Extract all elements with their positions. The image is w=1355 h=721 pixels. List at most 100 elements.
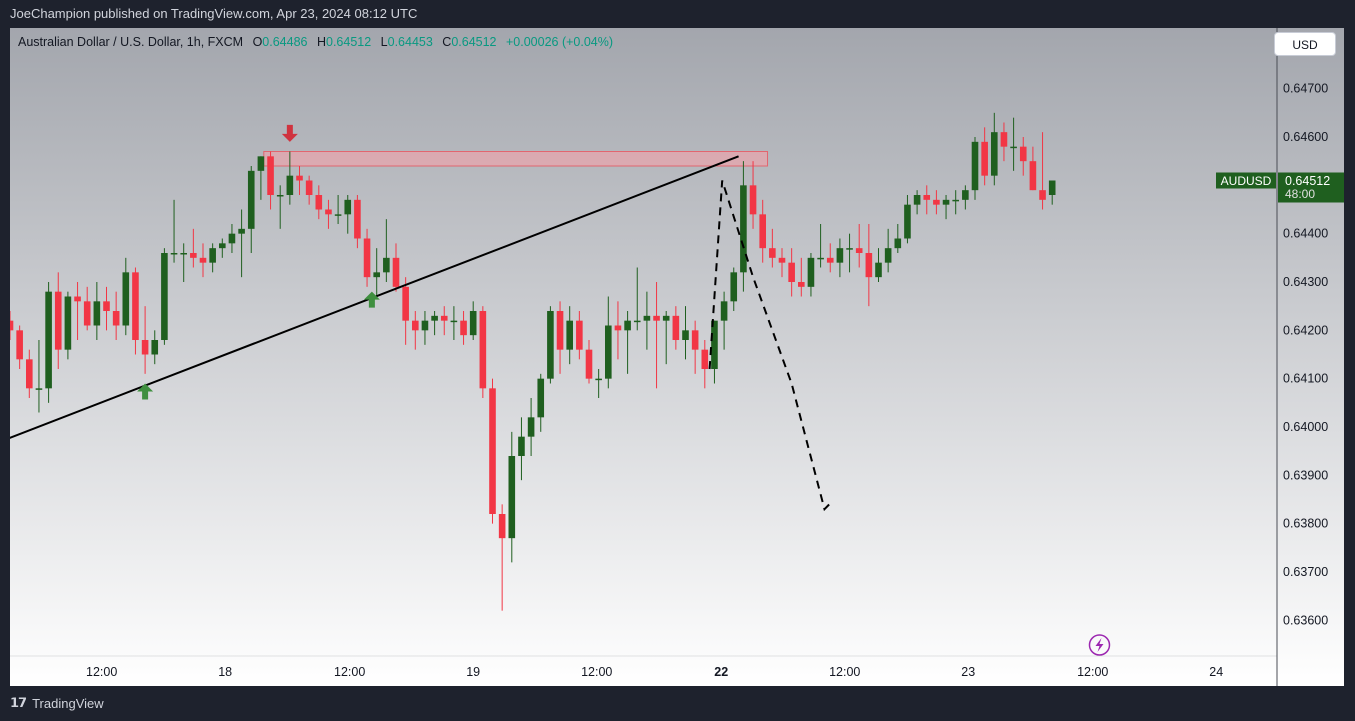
candle-body <box>219 243 226 249</box>
candle-body <box>865 253 873 278</box>
candle-body <box>952 199 959 202</box>
candle-body <box>199 257 207 263</box>
legend-open-label: O <box>252 35 263 49</box>
candle-body <box>489 388 496 514</box>
candle-body <box>769 248 776 258</box>
projection-path <box>708 180 831 512</box>
candle-body <box>711 320 718 369</box>
candle-body <box>122 272 130 326</box>
candle-body <box>64 296 72 350</box>
candle-body <box>238 228 245 234</box>
lightning-badge-icon <box>1088 634 1111 656</box>
x-tick-label: 18 <box>218 665 232 679</box>
candle-body <box>720 301 728 321</box>
candle-body <box>315 195 323 210</box>
candle-body <box>334 214 342 216</box>
candle-body <box>267 156 274 195</box>
candle-body <box>788 262 795 282</box>
candle-body <box>1029 161 1037 191</box>
candle-body <box>566 320 573 350</box>
candle-body <box>190 253 197 258</box>
candle-body <box>1000 132 1008 147</box>
x-tick-label: 24 <box>1209 665 1223 679</box>
candle-body <box>247 170 255 229</box>
candle-body <box>633 320 641 323</box>
y-tick-label: 0.64300 <box>1283 275 1328 289</box>
candle-body <box>962 190 969 200</box>
candle-body <box>547 311 554 379</box>
legend-symbol[interactable]: Australian Dollar / U.S. Dollar, 1h, FXC… <box>18 35 244 49</box>
candle-body <box>479 311 487 389</box>
x-tick-label: 12:00 <box>334 665 365 679</box>
legend-open-value: 0.64486 <box>262 35 308 49</box>
symbol-tag <box>1216 172 1276 189</box>
candle-body <box>807 257 815 287</box>
up-arrow-icon <box>363 291 380 308</box>
x-tick-label: 12:00 <box>86 665 117 679</box>
legend-high-value: 0.64512 <box>326 35 372 49</box>
candle-body <box>595 378 602 381</box>
candle-body <box>991 132 998 176</box>
candle-body <box>74 296 81 302</box>
down-arrow-icon <box>281 124 298 142</box>
y-tick-label: 0.64400 <box>1283 227 1328 241</box>
legend-close-label: C <box>442 35 452 49</box>
candle-body <box>344 199 352 215</box>
x-tick-label: 12:00 <box>581 665 612 679</box>
candle-body <box>440 315 448 321</box>
candle-body <box>392 257 400 287</box>
candle-body <box>527 417 535 437</box>
footer-brand[interactable]: 𝟭𝟳 TradingView <box>10 695 104 711</box>
candle-body <box>749 185 757 215</box>
candle-body <box>180 253 187 255</box>
lightning-bolt-icon <box>1095 638 1104 652</box>
candle-body <box>904 204 911 239</box>
candle-body <box>276 195 284 197</box>
y-tick-label: 0.64600 <box>1283 130 1328 144</box>
candle-body <box>923 195 931 200</box>
publish-info: JoeChampion published on TradingView.com… <box>10 6 418 21</box>
candle-body <box>421 320 429 331</box>
candle-body <box>836 248 844 263</box>
candle-body <box>662 315 670 321</box>
candle-body <box>412 320 419 331</box>
legend-change: +0.00026 (+0.04%) <box>506 35 614 49</box>
candle-body <box>981 141 988 176</box>
candle-body <box>672 315 680 340</box>
candle-body <box>624 320 631 331</box>
candle-body <box>450 320 458 323</box>
candle-body <box>286 175 294 195</box>
candle-body <box>614 325 622 331</box>
candle-body <box>54 291 62 350</box>
y-tick-label: 0.64700 <box>1283 82 1328 96</box>
currency-button[interactable]: USD <box>1274 32 1336 56</box>
candle-body <box>518 436 525 456</box>
y-tick-label: 0.63600 <box>1283 613 1328 627</box>
candle-body <box>875 262 882 278</box>
chart-canvas[interactable]: 0.64700 0.64600 0.64400 0.64300 0.64200 0.641… <box>10 28 1344 686</box>
x-tick-label: 12:00 <box>829 665 860 679</box>
resistance-zone <box>263 151 769 167</box>
candle-body <box>35 388 43 390</box>
tradingview-logo-icon: 𝟭𝟳 <box>10 695 27 710</box>
candle-body <box>585 349 593 379</box>
candle-body <box>83 301 91 326</box>
candle-body <box>759 214 766 249</box>
candle-body <box>894 238 902 249</box>
candle-body <box>884 248 892 263</box>
y-tick-label: 0.63900 <box>1283 468 1328 482</box>
candle-body <box>151 340 159 355</box>
y-tick-label: 0.63700 <box>1283 565 1328 579</box>
chart-background <box>10 28 1344 686</box>
up-arrow-icon <box>137 383 154 400</box>
candle-body <box>354 199 361 239</box>
chart-frame[interactable]: 0.64700 0.64600 0.64400 0.64300 0.64200 0.641… <box>10 28 1344 686</box>
candle-body <box>971 141 979 191</box>
legend-low-label: L <box>380 35 388 49</box>
candle-body <box>460 320 467 336</box>
candle-body <box>209 248 216 263</box>
candle-body <box>817 257 824 260</box>
y-tick-label: 0.63800 <box>1283 517 1328 531</box>
candle-body <box>508 456 516 539</box>
footer-brand-label: TradingView <box>32 695 104 711</box>
